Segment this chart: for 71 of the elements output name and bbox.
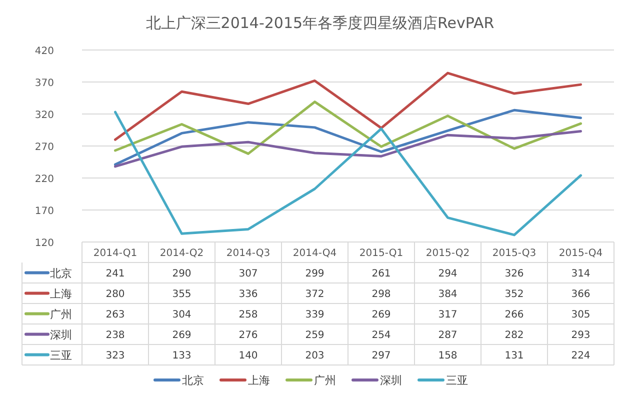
data-label: 339 <box>305 310 324 320</box>
data-label: 269 <box>372 310 391 320</box>
data-label: 133 <box>172 350 192 362</box>
data-label: 293 <box>571 330 590 341</box>
text: 广州 <box>314 374 336 387</box>
y-tick-label: 420 <box>34 46 54 57</box>
legend-label: 上海 <box>50 288 72 300</box>
data-label: 261 <box>372 268 391 280</box>
x-tick-label: 2015-Q3 <box>492 248 536 259</box>
text: 深圳 <box>380 374 402 387</box>
data-label: 384 <box>438 289 458 300</box>
y-tick-label: 320 <box>34 110 54 121</box>
x-tick-label: 2014-Q2 <box>160 248 204 259</box>
line-series <box>114 100 582 155</box>
data-label: 263 <box>106 310 125 320</box>
line-series <box>114 130 582 168</box>
data-label: 323 <box>106 350 125 362</box>
line-series <box>114 110 582 236</box>
data-label: 304 <box>172 310 192 320</box>
legend-label: 广州 <box>50 308 72 321</box>
legend-label: 三亚 <box>50 349 72 362</box>
x-tick-label: 2014-Q4 <box>292 248 337 259</box>
data-label: 131 <box>504 350 524 362</box>
text: 三亚 <box>446 374 468 387</box>
data-label: 269 <box>172 330 192 341</box>
data-label: 280 <box>106 289 125 300</box>
data-label: 305 <box>571 310 590 320</box>
line-series <box>114 108 582 166</box>
data-label: 203 <box>305 350 324 362</box>
data-label: 307 <box>238 268 258 280</box>
data-label: 254 <box>372 330 391 341</box>
data-label: 336 <box>238 289 258 300</box>
x-tick-label: 2015-Q2 <box>426 248 470 259</box>
y-tick-label: 120 <box>34 238 54 249</box>
data-label: 372 <box>305 289 324 300</box>
legend-label: 深圳 <box>50 328 72 342</box>
line-series <box>114 72 582 141</box>
data-label: 140 <box>238 350 258 362</box>
x-tick-label: 2014-Q1 <box>93 248 138 259</box>
data-label: 259 <box>305 330 324 341</box>
legend-label: 北京 <box>50 267 72 280</box>
y-tick-label: 270 <box>34 142 54 153</box>
data-label: 298 <box>372 289 391 300</box>
data-label: 326 <box>504 268 524 280</box>
data-label: 355 <box>172 289 192 300</box>
x-tick-label: 2015-Q4 <box>558 248 603 259</box>
x-tick-label: 2014-Q3 <box>226 248 270 259</box>
data-label: 287 <box>438 330 458 341</box>
data-label: 352 <box>504 289 524 300</box>
data-label: 294 <box>438 268 458 280</box>
data-label: 238 <box>106 330 125 341</box>
data-label: 282 <box>504 330 524 341</box>
data-label: 290 <box>172 268 192 280</box>
data-label: 366 <box>571 289 590 300</box>
text: 北京 <box>182 374 204 387</box>
x-tick-label: 2015-Q1 <box>359 248 404 259</box>
data-label: 266 <box>504 310 524 320</box>
y-tick-label: 220 <box>34 174 54 185</box>
data-label: 317 <box>438 310 458 320</box>
data-label: 297 <box>372 350 391 362</box>
data-label: 158 <box>438 350 458 362</box>
data-label: 276 <box>238 330 258 341</box>
y-tick-label: 370 <box>34 78 54 89</box>
data-label: 258 <box>238 310 258 320</box>
data-label: 241 <box>106 268 125 280</box>
data-label: 299 <box>305 268 324 280</box>
text: 上海 <box>248 374 270 387</box>
data-label: 224 <box>571 350 590 362</box>
data-label: 314 <box>571 268 590 280</box>
chart-title: 北上广深三2014-2015年各季度四星级酒店RevPAR <box>146 14 494 32</box>
y-tick-label: 170 <box>34 206 54 217</box>
